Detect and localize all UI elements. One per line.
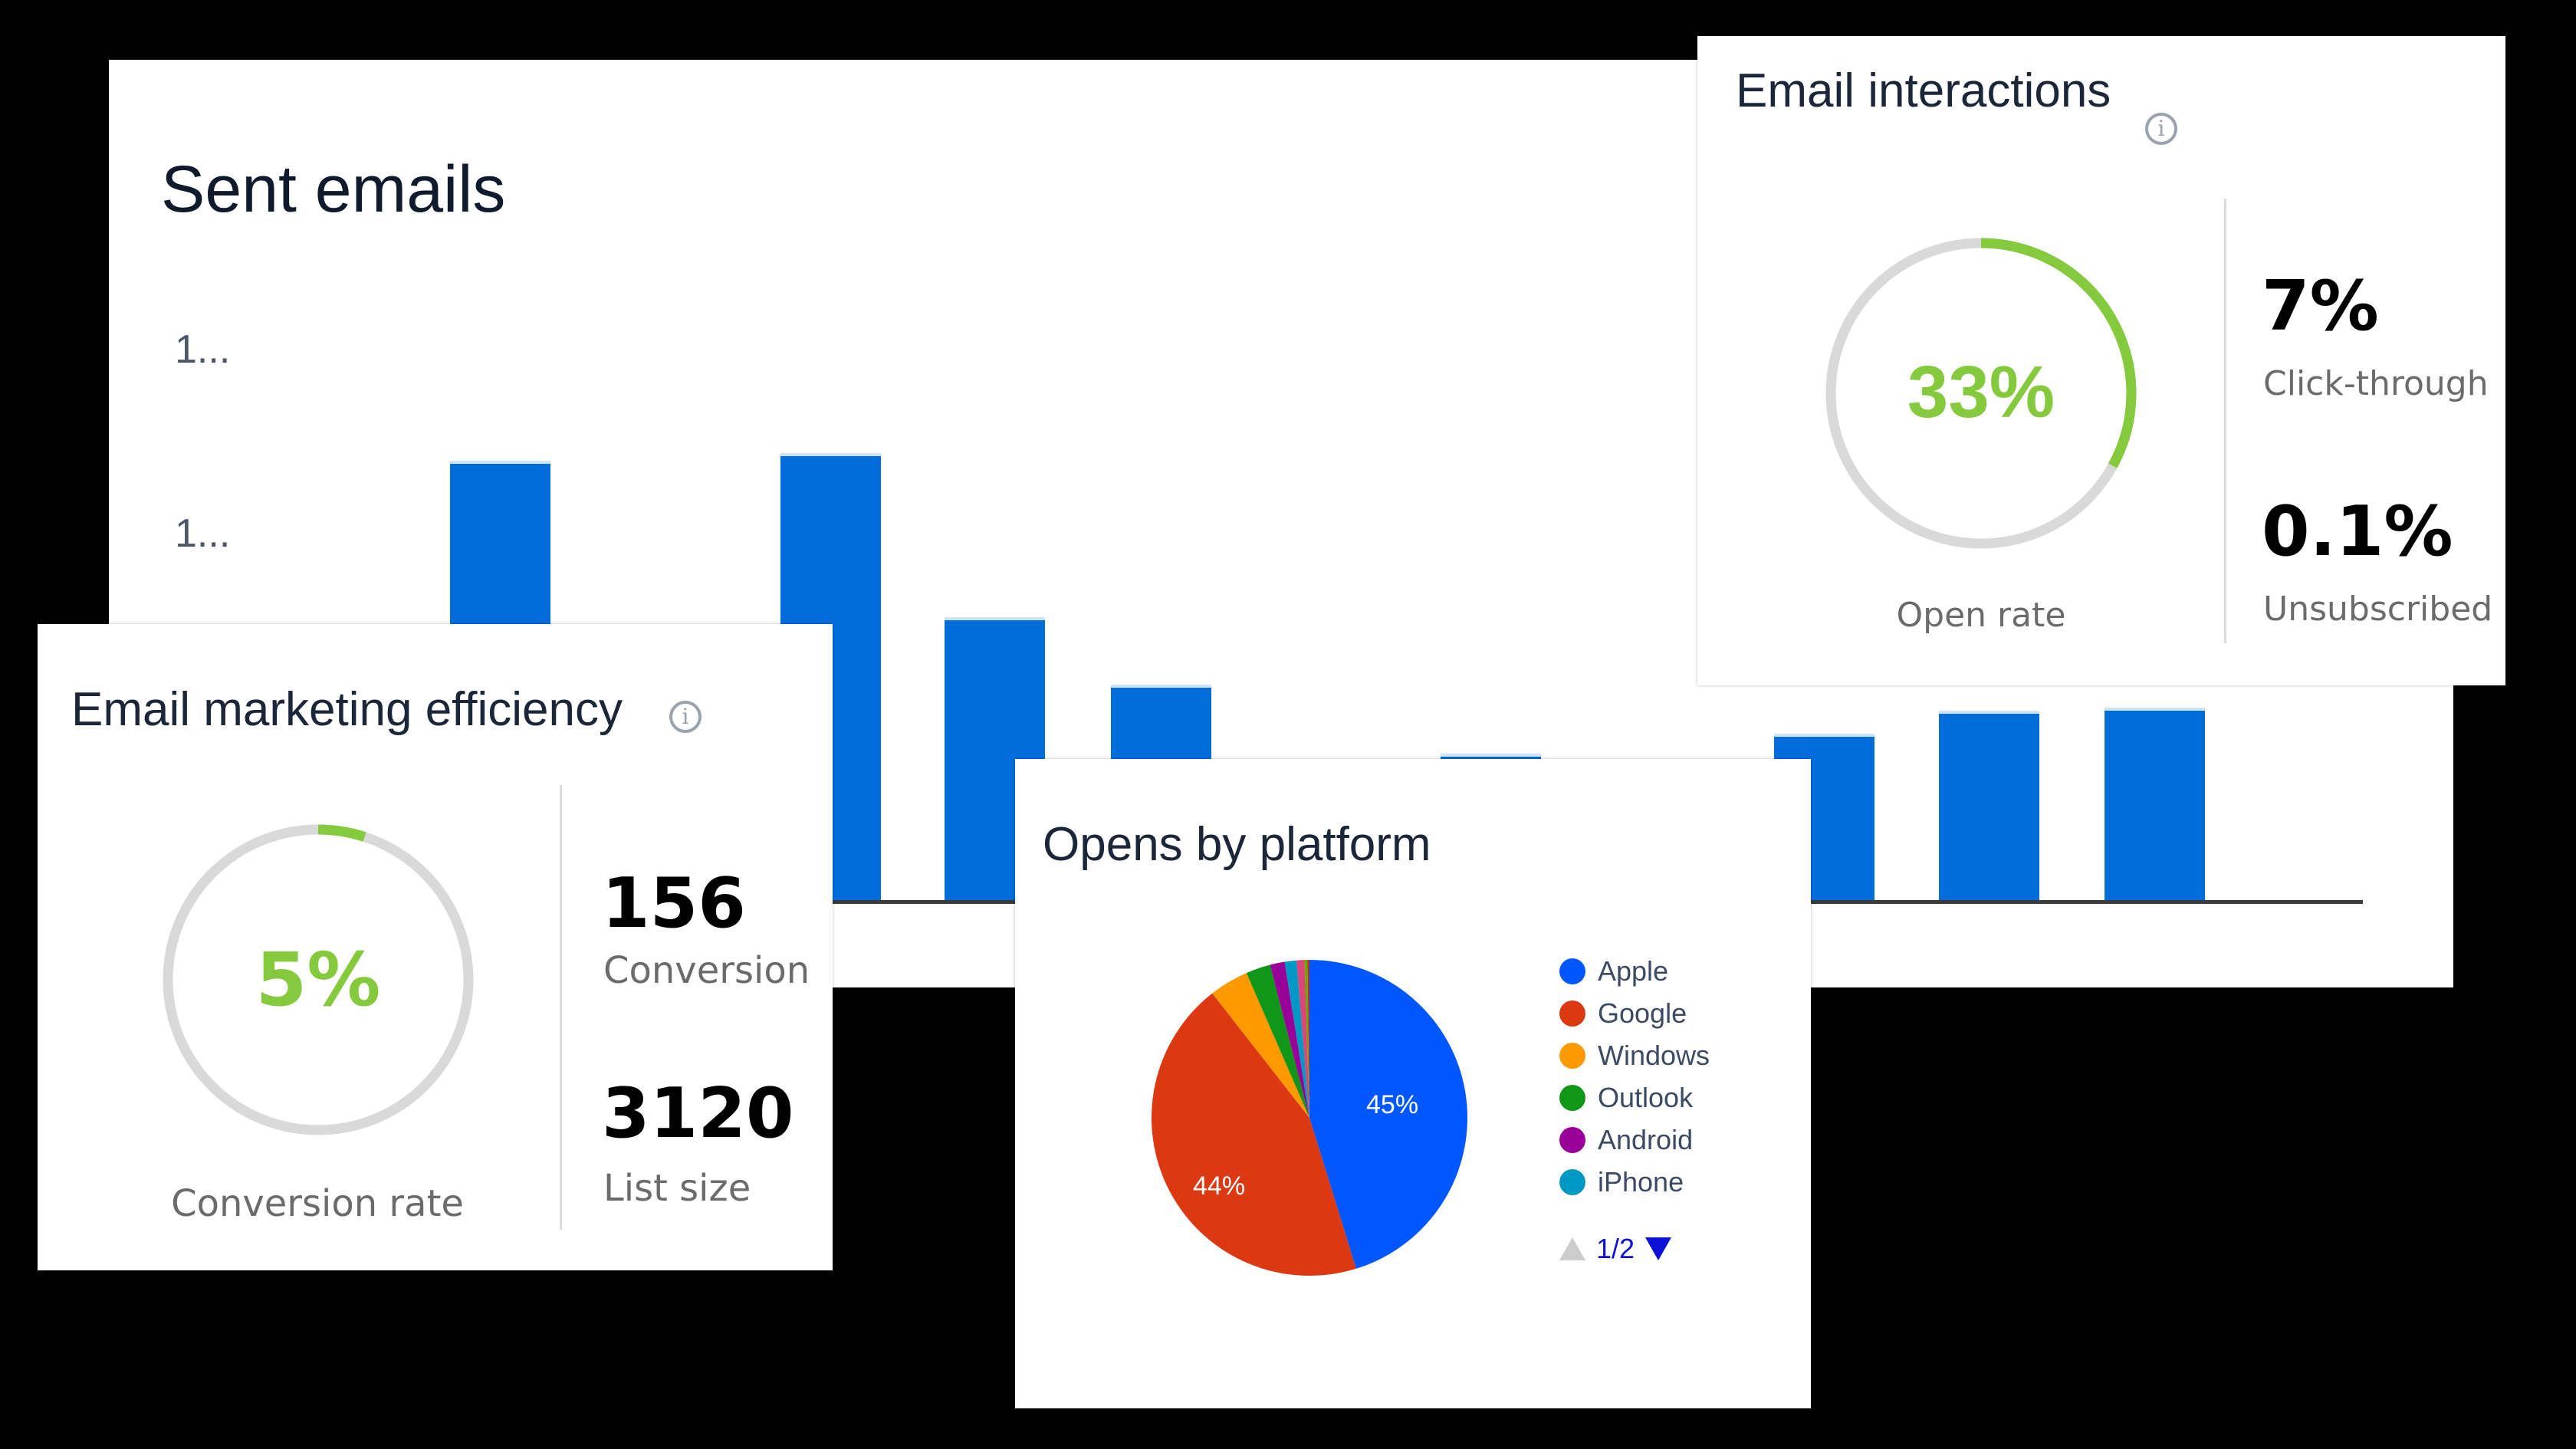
email-marketing-efficiency-title: Email marketing efficiency [71, 683, 623, 736]
legend-item[interactable]: Apple [1559, 955, 1668, 987]
legend-label: Outlook [1598, 1082, 1694, 1113]
email-interactions-card: Email interactions i 33% Open rate 7% Cl… [1697, 36, 2505, 685]
pie-slice[interactable] [1212, 973, 1309, 1118]
triangle-down-icon[interactable] [1645, 1237, 1672, 1260]
unsubscribed-value: 0.1% [2262, 491, 2453, 572]
list-size-value: 3120 [602, 1073, 794, 1154]
legend-color-dot-icon [1559, 1001, 1585, 1027]
legend-color-dot-icon [1559, 958, 1585, 984]
divider [560, 785, 562, 1230]
legend-item[interactable]: iPhone [1559, 1166, 1684, 1198]
pie-slice[interactable] [1309, 960, 1467, 1269]
legend-color-dot-icon [1559, 1085, 1585, 1111]
pie-slice[interactable] [1270, 961, 1309, 1118]
legend-label: Apple [1598, 955, 1669, 987]
legend-label: Windows [1598, 1040, 1710, 1071]
pie-slice[interactable] [1296, 960, 1309, 1118]
unsubscribed-label: Unsubscribed [2263, 590, 2493, 629]
legend-color-dot-icon [1559, 1043, 1585, 1069]
pie-slice[interactable] [1246, 964, 1309, 1118]
click-through-label: Click-through [2263, 364, 2489, 403]
triangle-up-icon[interactable] [1559, 1237, 1585, 1260]
legend-item[interactable]: Android [1559, 1124, 1693, 1156]
y-axis-tick-label: 1... [175, 327, 231, 372]
conversion-rate-value: 5% [255, 937, 381, 1023]
pie-slice[interactable] [1304, 960, 1309, 1118]
y-axis-tick-label: 1... [175, 511, 231, 556]
pie-slice[interactable] [1284, 960, 1309, 1118]
email-marketing-efficiency-card: Email marketing efficiency i 5% Conversi… [38, 624, 833, 1270]
opens-by-platform-card: Opens by platform 45% 44% Apple Google Win… [1015, 759, 1811, 1408]
legend-pager: 1/2 [1559, 1233, 1672, 1265]
info-icon[interactable]: i [669, 701, 702, 733]
info-icon[interactable]: i [2145, 113, 2177, 145]
conversion-rate-label: Conversion rate [171, 1182, 464, 1225]
bar[interactable] [1939, 711, 2039, 900]
pie-slice[interactable] [1151, 993, 1356, 1276]
legend-item[interactable]: Outlook [1559, 1082, 1693, 1114]
platform-pie-chart[interactable] [1148, 957, 1470, 1279]
open-rate-value: 33% [1907, 351, 2055, 433]
conversion-rate-donut [163, 824, 474, 1135]
open-rate-label: Open rate [1896, 596, 2066, 635]
legend-label: Google [1598, 997, 1687, 1029]
legend-color-dot-icon [1559, 1169, 1585, 1195]
legend-color-dot-icon [1559, 1127, 1585, 1153]
open-rate-donut [1825, 238, 2137, 549]
email-interactions-title: Email interactions [1736, 64, 2111, 117]
divider [2224, 199, 2226, 643]
click-through-value: 7% [2262, 266, 2379, 347]
slice-label-apple: 45% [1366, 1090, 1419, 1119]
slice-label-google: 44% [1193, 1171, 1246, 1201]
opens-by-platform-title: Opens by platform [1043, 818, 1431, 871]
legend-label: iPhone [1598, 1166, 1684, 1198]
conversion-value: 156 [602, 863, 746, 944]
sent-emails-title: Sent emails [161, 153, 506, 226]
legend-item[interactable]: Google [1559, 997, 1687, 1030]
list-size-label: List size [603, 1167, 751, 1210]
legend-page-label: 1/2 [1596, 1233, 1635, 1264]
legend-label: Android [1598, 1124, 1694, 1155]
pie-slice[interactable] [1307, 960, 1309, 1118]
bar[interactable] [2104, 708, 2205, 900]
conversion-label: Conversion [603, 949, 810, 992]
legend-item[interactable]: Windows [1559, 1040, 1710, 1072]
